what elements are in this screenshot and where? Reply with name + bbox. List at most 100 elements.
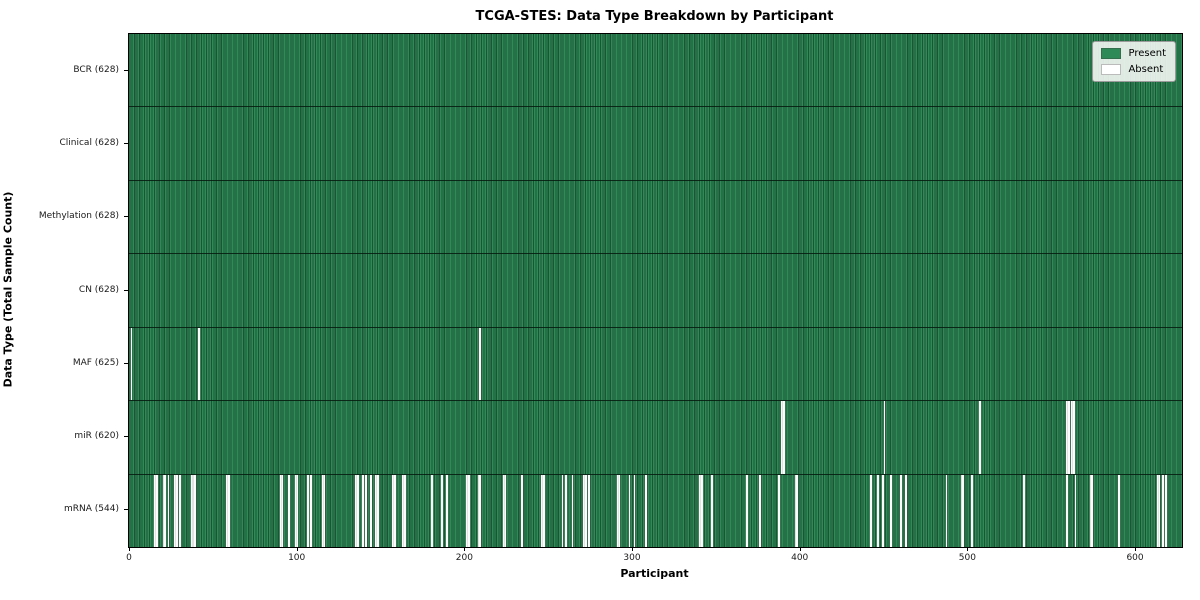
absent-stripe	[1074, 474, 1077, 547]
absent-stripe	[175, 474, 178, 547]
absent-stripe	[794, 474, 797, 547]
absent-stripe	[130, 327, 133, 401]
absent-stripe	[191, 474, 193, 547]
absent-stripe	[355, 474, 358, 547]
y-tick-label: CN (628)	[78, 284, 119, 295]
absent-stripe	[564, 474, 567, 547]
legend-item-absent: Absent	[1101, 64, 1166, 75]
y-tick-mark	[124, 69, 128, 71]
absent-stripe	[377, 474, 379, 547]
absent-stripe	[876, 474, 879, 547]
absent-stripe	[370, 474, 373, 547]
absent-stripe	[960, 474, 963, 547]
absent-stripe	[197, 327, 200, 401]
absent-stripe	[710, 474, 713, 547]
x-tick-label: 600	[1126, 553, 1144, 563]
absent-stripe	[900, 474, 903, 547]
absent-stripe	[162, 474, 165, 547]
absent-stripe	[445, 474, 448, 547]
absent-stripe	[155, 474, 158, 547]
absent-stripe	[890, 474, 893, 547]
absent-stripe	[561, 474, 564, 547]
legend-item-present: Present	[1101, 48, 1166, 59]
absent-stripe	[1073, 401, 1075, 474]
absent-stripe	[402, 474, 405, 547]
row-mrna	[129, 474, 1182, 547]
absent-stripe	[583, 474, 586, 547]
absent-stripe	[1118, 474, 1121, 547]
absent-stripe	[279, 474, 282, 547]
y-tick-mark	[124, 509, 128, 511]
absent-stripe	[585, 474, 587, 547]
y-tick-mark	[124, 436, 128, 438]
absent-stripe	[881, 474, 884, 547]
absent-stripe	[179, 474, 182, 547]
y-tick-mark	[124, 142, 128, 144]
absent-stripe	[357, 474, 359, 547]
absent-stripe	[504, 474, 507, 547]
absent-stripe	[521, 474, 524, 547]
y-tick-label: MAF (625)	[72, 357, 119, 368]
absent-stripe	[1071, 401, 1074, 474]
absent-stripe	[288, 474, 291, 547]
row-clinical	[129, 107, 1182, 181]
absent-stripe	[502, 474, 505, 547]
absent-stripe	[796, 474, 799, 547]
absent-stripe	[321, 474, 324, 547]
y-tick-mark	[124, 289, 128, 291]
absent-stripe	[467, 474, 470, 547]
absent-stripe	[541, 474, 544, 547]
absent-stripe	[979, 401, 981, 474]
row-mir	[129, 401, 1182, 475]
x-tick-label: 0	[126, 553, 132, 563]
y-tick-mark	[124, 216, 128, 218]
row-maf	[129, 327, 1182, 402]
y-tick-label: mRNA (544)	[64, 504, 119, 515]
absent-stripe	[699, 474, 701, 547]
absent-stripe	[281, 474, 284, 547]
x-tick-label: 400	[791, 553, 809, 563]
absent-stripe	[1022, 474, 1025, 547]
absent-stripe	[1158, 474, 1161, 547]
absent-stripe	[430, 474, 433, 547]
absent-stripe	[466, 474, 468, 547]
absent-stripe	[782, 401, 785, 474]
y-tick-label: Clinical (628)	[59, 137, 119, 148]
absent-stripe	[962, 474, 965, 547]
absent-stripe	[192, 474, 195, 547]
absent-stripe	[393, 474, 396, 547]
absent-stripe	[1066, 474, 1069, 547]
absent-stripe	[616, 474, 619, 547]
x-axis-label: Participant	[620, 567, 689, 580]
absent-stripe	[633, 474, 636, 547]
absent-stripe	[905, 474, 908, 547]
absent-stripe	[323, 474, 326, 547]
absent-stripe	[194, 474, 197, 547]
x-tick-mark	[632, 547, 634, 551]
x-tick-mark	[296, 547, 298, 551]
absent-stripe	[296, 474, 299, 547]
absent-stripe	[759, 474, 762, 547]
y-tick-label: Methylation (628)	[38, 211, 119, 222]
x-tick-mark	[129, 547, 130, 551]
absent-stripe	[477, 474, 480, 547]
x-tick-label: 500	[958, 553, 976, 563]
absent-stripe	[479, 327, 482, 401]
absent-stripe	[746, 474, 748, 547]
absent-stripe	[700, 474, 703, 547]
absent-stripe	[945, 474, 948, 547]
chart-title: TCGA-STES: Data Type Breakdown by Partic…	[475, 9, 834, 24]
legend-label: Absent	[1128, 64, 1164, 75]
absent-stripe	[1091, 474, 1094, 547]
absent-stripe	[645, 474, 648, 547]
plot-area: Present Absent	[128, 33, 1183, 548]
absent-stripe	[1089, 474, 1092, 547]
row-bcr	[129, 34, 1182, 108]
legend: Present Absent	[1092, 41, 1176, 82]
absent-stripe	[362, 474, 364, 547]
absent-stripe	[588, 474, 591, 547]
x-tick-mark	[799, 547, 801, 551]
y-tick-mark	[124, 362, 128, 364]
legend-swatch-icon	[1101, 48, 1122, 59]
